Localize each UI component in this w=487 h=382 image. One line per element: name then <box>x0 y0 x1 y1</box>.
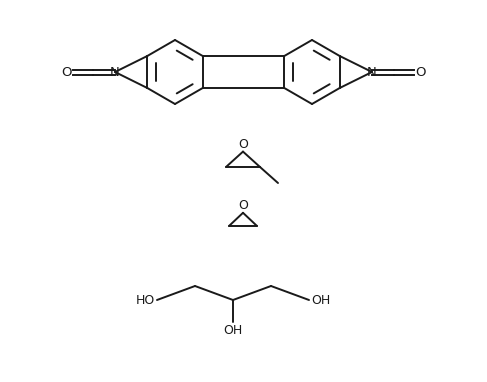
Text: O: O <box>238 138 248 151</box>
Text: N: N <box>110 65 120 78</box>
Text: O: O <box>61 65 71 78</box>
Text: O: O <box>238 199 248 212</box>
Text: OH: OH <box>224 324 243 337</box>
Text: O: O <box>416 65 426 78</box>
Text: HO: HO <box>135 293 155 306</box>
Text: OH: OH <box>311 293 331 306</box>
Text: N: N <box>367 65 377 78</box>
